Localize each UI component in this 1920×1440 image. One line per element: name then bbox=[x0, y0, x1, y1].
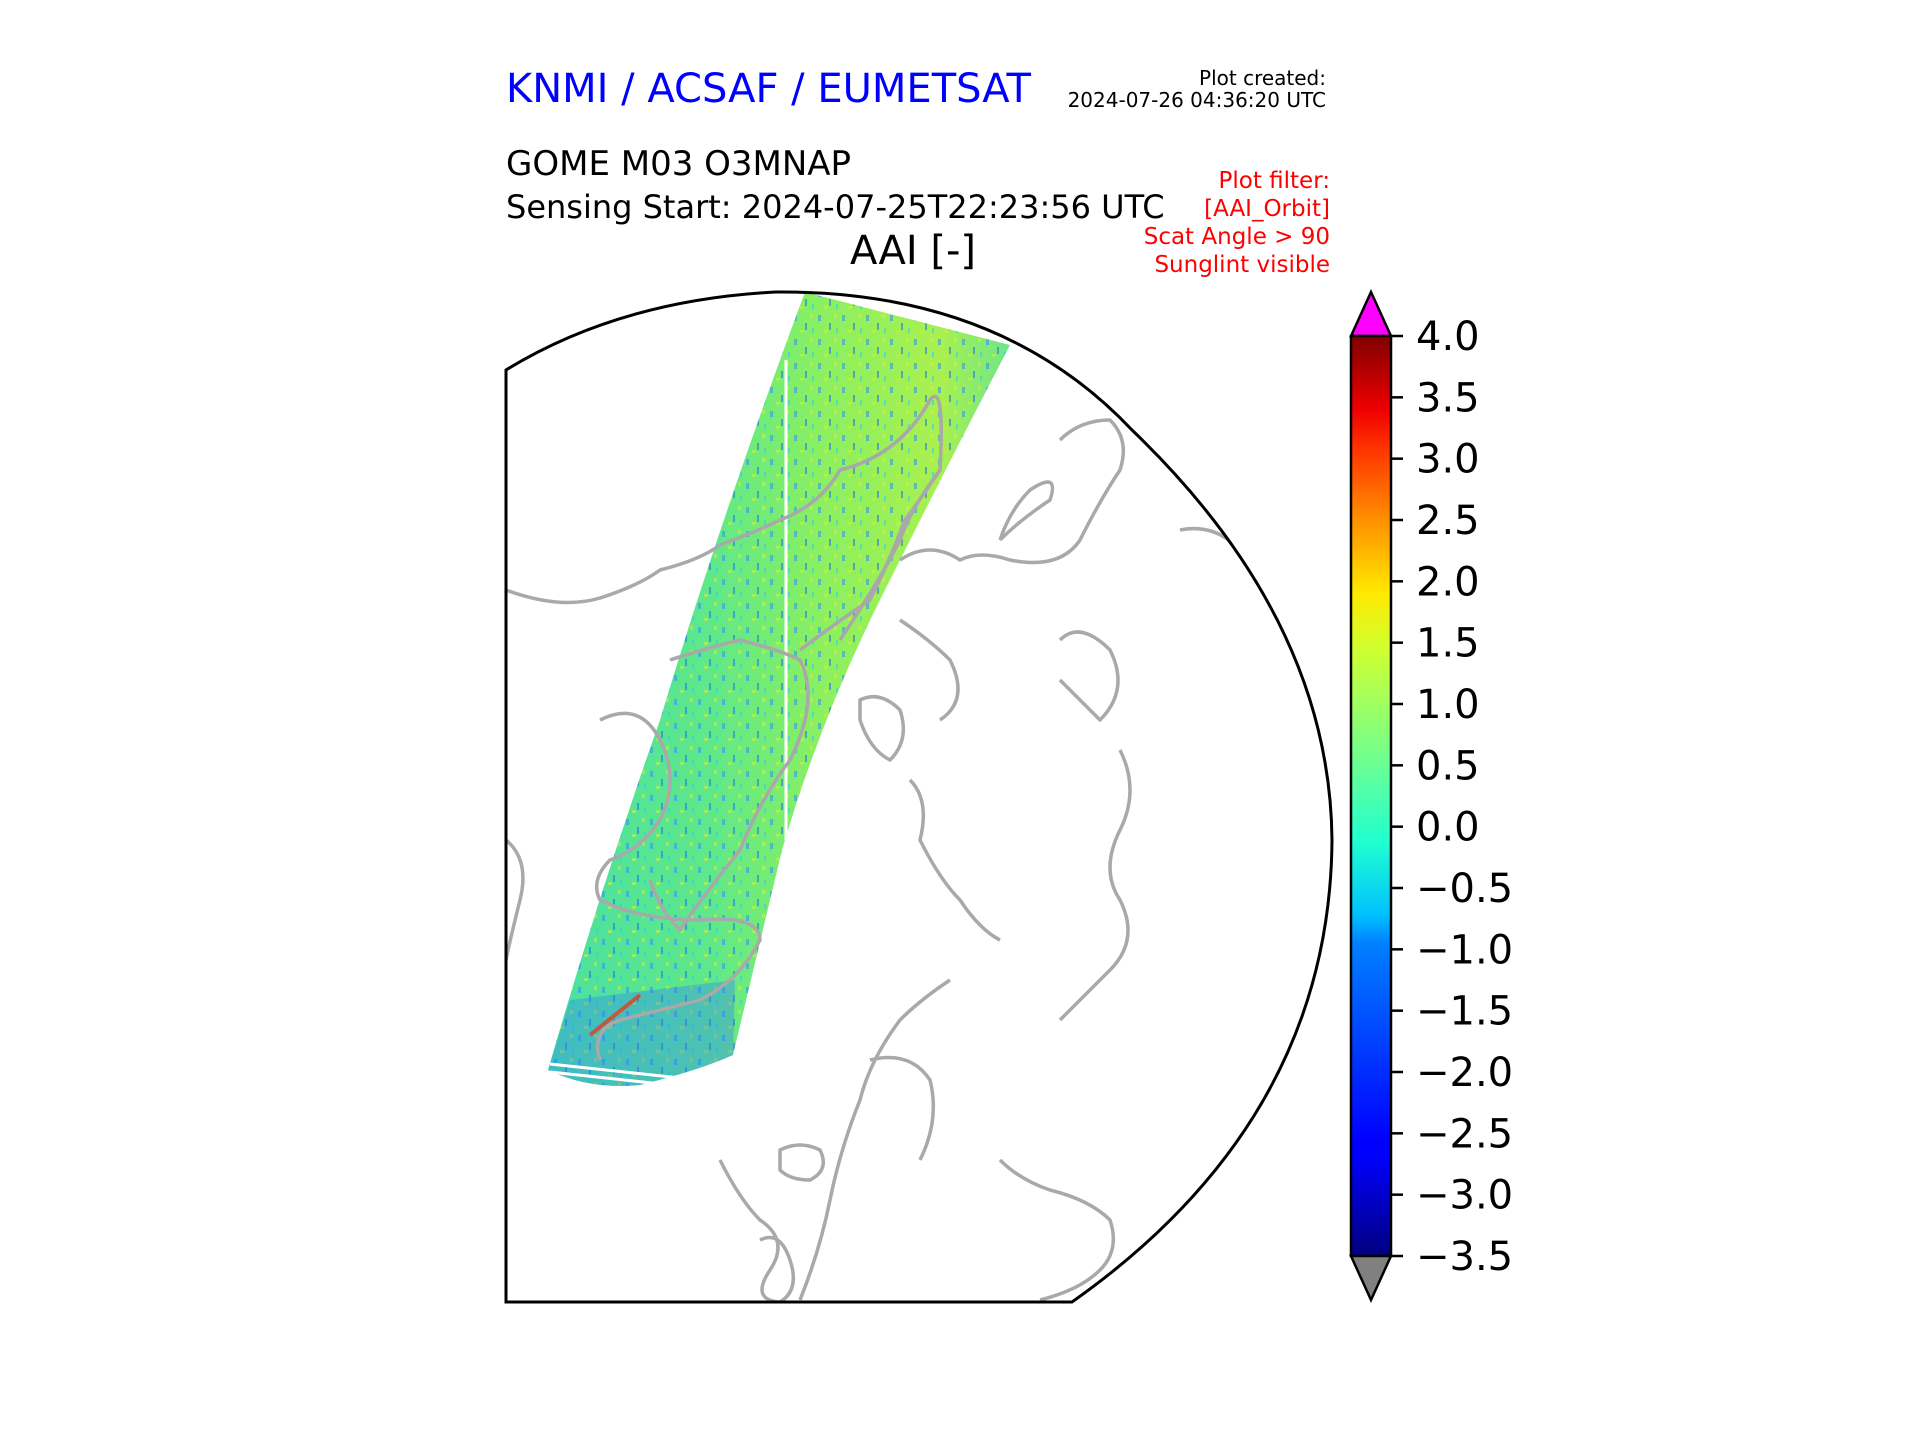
colorbar-extend-min bbox=[1349, 1254, 1393, 1304]
plot-created-label: Plot created: bbox=[1199, 66, 1326, 90]
colorbar-tick-label: −3.5 bbox=[1416, 1234, 1513, 1280]
colorbar-tick-label: −1.0 bbox=[1416, 927, 1513, 973]
swath-gap-line-lower-2 bbox=[549, 1070, 681, 1088]
coast-scandinavia bbox=[798, 978, 951, 1301]
colorbar-tick-label: −0.5 bbox=[1416, 866, 1513, 912]
coastlines bbox=[506, 394, 1262, 1303]
coast-svalbard bbox=[858, 694, 906, 762]
colorbar-tick-label: 0.5 bbox=[1416, 743, 1480, 789]
plot-created-time: 2024-07-26 04:36:20 UTC bbox=[1067, 88, 1326, 112]
swath-gap-line-lower-1 bbox=[549, 1062, 681, 1080]
aai-swath-texture bbox=[548, 292, 1010, 1086]
colorbar-tick-label: −2.5 bbox=[1416, 1111, 1513, 1157]
filter-line-scat-angle: Scat Angle > 90 bbox=[1143, 224, 1330, 250]
coast-alaska bbox=[506, 838, 525, 961]
colorbar-gradient bbox=[1349, 334, 1393, 1258]
coast-taymyr bbox=[899, 618, 960, 722]
header-organisation: KNMI / ACSAF / EUMETSAT bbox=[506, 66, 1031, 112]
coast-greenland bbox=[798, 469, 942, 652]
colorbar-tick-label: 3.0 bbox=[1416, 437, 1480, 483]
colorbar-tick-label: 1.5 bbox=[1416, 621, 1480, 667]
aai-high-streak bbox=[588, 993, 642, 1037]
colorbar-tick-label: 0.0 bbox=[1416, 805, 1480, 851]
coast-iceland bbox=[778, 1143, 826, 1182]
colorbar-tick-label: 4.0 bbox=[1416, 314, 1480, 360]
variable-title: AAI [-] bbox=[850, 228, 976, 274]
colorbar-tick-label: −1.5 bbox=[1416, 989, 1513, 1035]
colorbar-tick-label: 2.5 bbox=[1416, 498, 1480, 544]
colorbar-ticks: 4.0 3.5 3.0 2.5 2.0 1.5 1.0 0.5 0.0 −0.5 −1.0 −1.5 −… bbox=[1391, 314, 1513, 1280]
coast-hudson bbox=[594, 711, 762, 1061]
map-content bbox=[506, 292, 1262, 1303]
colorbar-tick-label: 2.0 bbox=[1416, 559, 1480, 605]
filter-line-sunglint: Sunglint visible bbox=[1154, 252, 1330, 278]
colorbar-tick-label: 3.5 bbox=[1416, 375, 1480, 421]
colorbar-tick-label: 1.0 bbox=[1416, 682, 1480, 728]
coast-siberia-east bbox=[899, 418, 1126, 565]
coast-siberia-north bbox=[1058, 630, 1120, 722]
sensing-start: Sensing Start: 2024-07-25T22:23:56 UTC bbox=[506, 188, 1165, 226]
coast-europe-north bbox=[998, 1158, 1116, 1302]
aai-swath-lower-noise bbox=[548, 980, 735, 1086]
product-title: GOME M03 O3MNAP bbox=[506, 144, 852, 184]
colorbar-tick-label: −3.0 bbox=[1416, 1173, 1513, 1219]
coast-canada-islands bbox=[648, 638, 810, 932]
coast-novaya-zemlya bbox=[908, 778, 1001, 942]
map-boundary bbox=[504, 290, 1334, 1304]
filter-line-orbit: [AAI_Orbit] bbox=[1204, 196, 1330, 222]
coast-russia-arctic bbox=[1058, 749, 1132, 1022]
colorbar-tick-label: −2.0 bbox=[1416, 1050, 1513, 1096]
coast-uk bbox=[759, 1235, 796, 1303]
filter-line-title: Plot filter: bbox=[1218, 168, 1330, 194]
colorbar-extend-max bbox=[1349, 288, 1393, 338]
